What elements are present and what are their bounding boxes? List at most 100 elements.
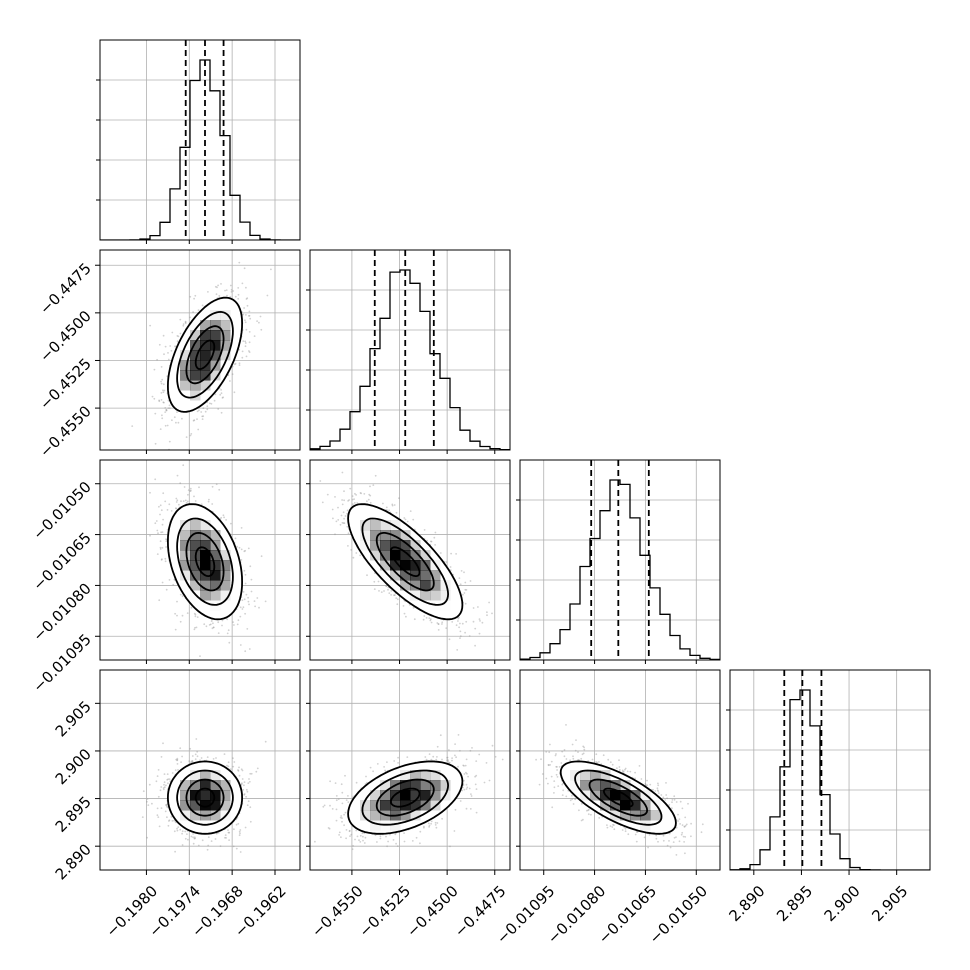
scatter-point <box>158 599 161 602</box>
density-cell <box>410 590 421 601</box>
scatter-point <box>434 531 437 534</box>
scatter-point <box>189 489 192 492</box>
scatter-point <box>217 621 220 624</box>
scatter-point <box>237 293 240 296</box>
scatter-point <box>244 340 247 343</box>
scatter-point <box>464 631 466 634</box>
scatter-point <box>187 493 189 496</box>
scatter-point <box>159 513 161 516</box>
scatter-point <box>393 594 395 597</box>
scatter-point <box>212 758 215 760</box>
scatter-point <box>176 340 179 343</box>
panel-frame <box>309 459 511 661</box>
scatter-point <box>155 520 158 522</box>
scatter-point <box>167 824 170 827</box>
scatter-point <box>250 578 253 581</box>
scatter-point <box>165 784 167 787</box>
scatter-point <box>189 316 192 319</box>
scatter-point <box>176 474 179 477</box>
scatter-point <box>225 289 228 291</box>
density-cell <box>380 550 391 561</box>
scatter-point <box>244 650 247 653</box>
scatter-point <box>232 621 235 623</box>
scatter-point <box>326 493 329 496</box>
scatter-point <box>491 612 493 615</box>
scatter-point <box>346 509 349 512</box>
scatter-point <box>225 837 228 839</box>
scatter-point <box>218 488 221 491</box>
scatter-point <box>341 521 344 524</box>
scatter-point <box>412 606 415 609</box>
scatter-point <box>382 502 384 505</box>
scatter-point <box>202 415 205 418</box>
scatter-point <box>229 284 232 287</box>
scatter-point <box>161 523 164 526</box>
scatter-point <box>459 630 462 633</box>
scatter-point <box>455 553 457 555</box>
scatter-point <box>355 552 358 554</box>
scatter-point <box>194 294 197 297</box>
scatter-point <box>217 284 220 287</box>
scatter-point <box>222 514 225 517</box>
scatter-point <box>169 345 172 347</box>
scatter-point <box>149 324 152 327</box>
scatter-point <box>241 282 244 285</box>
scatter-point <box>238 364 241 366</box>
scatter-point <box>472 607 475 609</box>
scatter-point <box>149 534 151 537</box>
scatter-point <box>243 550 246 553</box>
density-cell <box>190 350 201 361</box>
contour-line <box>347 503 464 621</box>
scatter-point <box>378 590 380 592</box>
scatter-point <box>234 362 237 365</box>
scatter-point <box>353 502 356 504</box>
scatter-point <box>390 590 393 592</box>
scatter-point <box>319 480 322 482</box>
density-cell <box>180 520 191 531</box>
scatter-point <box>441 621 444 624</box>
scatter-point <box>162 383 165 386</box>
density-cell <box>410 580 421 591</box>
scatter-point <box>168 440 171 443</box>
scatter-point <box>383 590 385 592</box>
panel-0-3 <box>100 670 300 870</box>
scatter-point <box>166 509 169 511</box>
scatter-point <box>154 412 157 415</box>
scatter-point <box>343 490 345 493</box>
scatter-point <box>249 806 252 809</box>
scatter-point <box>468 635 471 637</box>
scatter-point <box>430 621 433 624</box>
density-cell <box>190 520 201 531</box>
scatter-point <box>248 315 250 317</box>
scatter-point <box>341 503 344 506</box>
scatter-point <box>246 304 249 307</box>
scatter-point <box>230 288 233 291</box>
scatter-point <box>465 589 468 591</box>
contour-line <box>194 546 216 577</box>
scatter-point <box>161 414 163 417</box>
scatter-point <box>203 623 206 626</box>
density-cell <box>200 580 211 591</box>
scatter-point <box>373 588 376 590</box>
scatter-point <box>211 485 214 488</box>
scatter-point <box>241 608 244 610</box>
contour-line <box>194 339 216 370</box>
scatter-point <box>426 539 428 542</box>
density-cell <box>220 340 231 351</box>
density-cell <box>200 540 211 551</box>
scatter-point <box>185 436 188 438</box>
scatter-point <box>258 321 260 324</box>
scatter-point <box>180 761 183 763</box>
scatter-point <box>242 606 245 609</box>
scatter-point <box>176 411 178 413</box>
scatter-point <box>373 580 376 583</box>
density-cell <box>180 350 191 361</box>
scatter-point <box>369 485 371 488</box>
density-cell <box>410 540 421 551</box>
scatter-point <box>199 655 201 657</box>
scatter-point <box>241 599 244 602</box>
scatter-point <box>224 836 226 839</box>
scatter-point <box>346 512 349 515</box>
scatter-point <box>343 522 346 524</box>
scatter-point <box>437 623 440 625</box>
